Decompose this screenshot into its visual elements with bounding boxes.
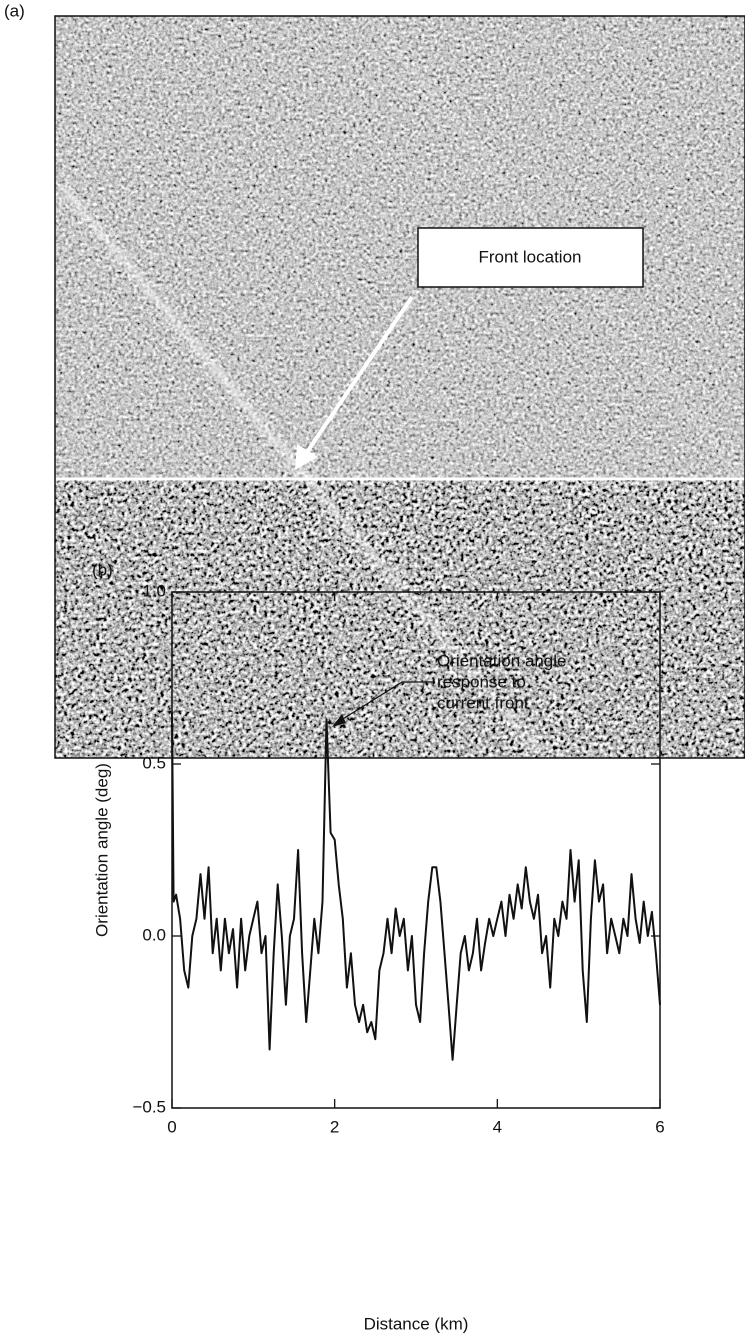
plot-frame <box>171 591 661 1109</box>
x-tick-label: 0 <box>167 1117 176 1136</box>
panel-label: (b) <box>92 560 113 579</box>
sar-image: Front location <box>54 15 745 759</box>
y-tick-label: 0.0 <box>142 925 166 944</box>
x-tick-label: 2 <box>330 1117 339 1136</box>
x-tick-label: 4 <box>493 1117 502 1136</box>
annotation-line: current front <box>437 693 529 712</box>
y-tick-label: 1.0 <box>142 581 166 600</box>
annotation-line: response to <box>437 672 526 691</box>
y-tick-label: 0.5 <box>142 753 166 772</box>
annotation: Orientation angle response to current fron… <box>332 651 566 727</box>
image-annotation: Front location <box>479 247 582 266</box>
x-tick-label: 6 <box>655 1117 664 1136</box>
y-axis-label: Orientation angle (deg) <box>92 763 111 937</box>
data-line <box>171 712 661 1061</box>
panel-label: (a) <box>4 1 25 20</box>
annotation-line: Orientation angle <box>437 651 566 670</box>
x-axis-label: Distance (km) <box>364 1314 469 1333</box>
y-tick-label: −0.5 <box>132 1097 166 1116</box>
